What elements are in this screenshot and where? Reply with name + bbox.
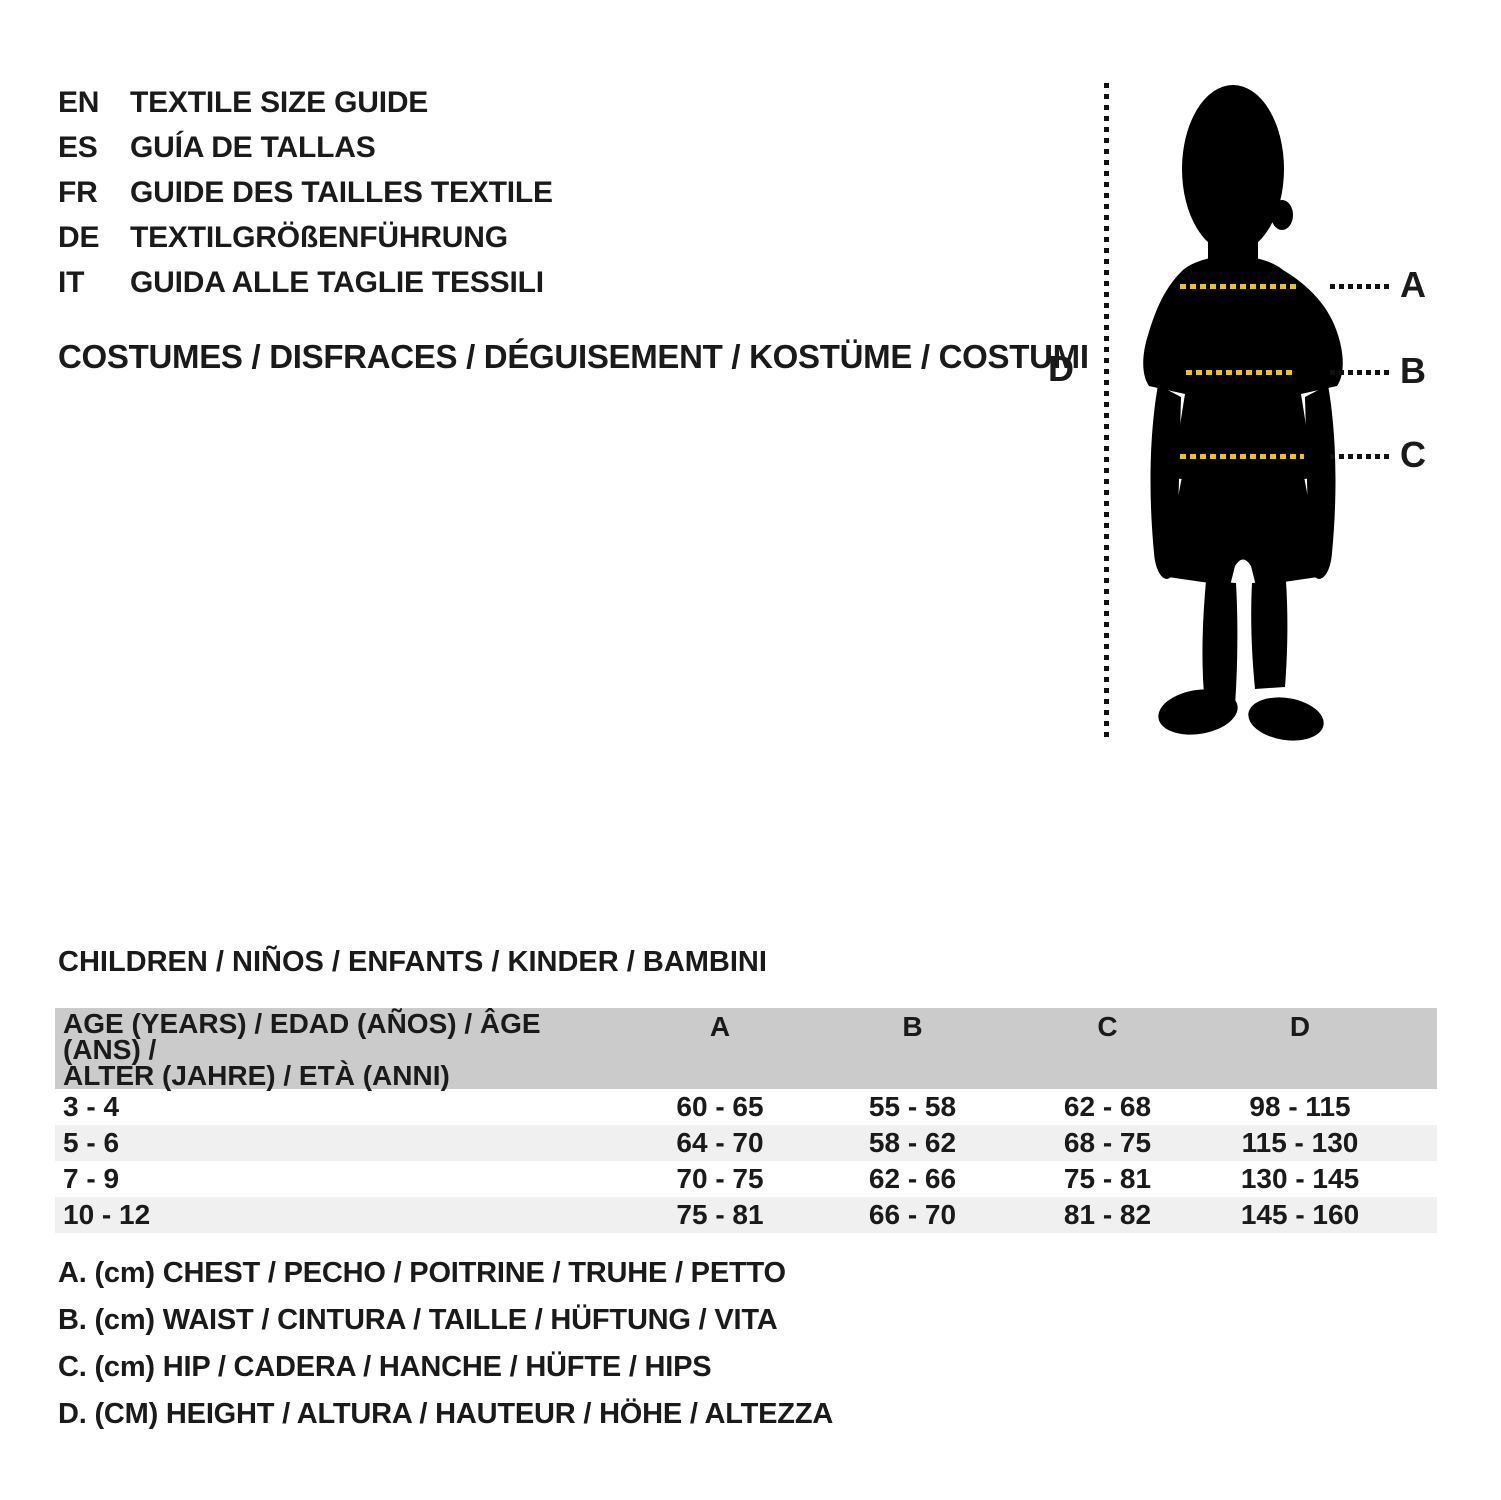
age-cell: 10 - 12 — [63, 1199, 151, 1230]
silhouette-left-shoe — [1158, 689, 1238, 735]
child-silhouette — [1143, 85, 1343, 741]
hip-cell: 75 - 81 — [1063, 1163, 1152, 1194]
row-spacer — [1395, 1197, 1437, 1233]
table-section-title: CHILDREN / NIÑOS / ENFANTS / KINDER / BA… — [58, 946, 767, 978]
chest-measure-line — [1180, 284, 1298, 289]
silhouette-right-leg — [1251, 581, 1288, 689]
language-row: FR GUIDE DES TAILLES TEXTILE — [58, 170, 553, 215]
table-row: 7 - 9 70 - 75 62 - 66 75 - 81 130 - 145 — [55, 1161, 1437, 1197]
children-size-table: AGE (YEARS) / EDAD (AÑOS) / ÂGE (ANS) / … — [55, 1008, 1437, 1233]
hip-cell: 68 - 75 — [1063, 1127, 1152, 1158]
language-code: IT — [58, 265, 85, 299]
language-code: DE — [58, 220, 100, 254]
height-cell: 98 - 115 — [1249, 1091, 1351, 1122]
silhouette-ear — [1271, 200, 1293, 230]
language-row: DE TEXTILGRÖßENFÜHRUNG — [58, 215, 553, 260]
age-cell: 7 - 9 — [63, 1163, 120, 1194]
language-row: IT GUIDA ALLE TAGLIE TESSILI — [58, 260, 553, 305]
height-dotted-line — [1104, 83, 1109, 743]
height-cell: 130 - 145 — [1240, 1163, 1360, 1194]
waist-cell: 66 - 70 — [868, 1199, 957, 1230]
silhouette-right-shoe — [1248, 697, 1324, 741]
height-cell: 115 - 130 — [1241, 1127, 1359, 1158]
row-spacer — [1395, 1089, 1437, 1125]
column-header-a: A — [709, 1011, 731, 1042]
measure-label-d: D — [1048, 348, 1074, 389]
legend-item-height: D. (CM) HEIGHT / ALTURA / HAUTEUR / HÖHE… — [58, 1398, 834, 1430]
language-code: EN — [58, 85, 100, 119]
waist-cell: 58 - 62 — [868, 1127, 957, 1158]
silhouette-head — [1182, 85, 1284, 253]
hip-callout-line — [1330, 454, 1392, 459]
language-code: FR — [58, 175, 98, 209]
language-label: TEXTILE SIZE GUIDE — [130, 85, 429, 119]
category-title: COSTUMES / DISFRACES / DÉGUISEMENT / KOS… — [58, 338, 1089, 375]
measurement-legend: A. (cm) CHEST / PECHO / POITRINE / TRUHE… — [58, 1250, 833, 1438]
height-cell: 145 - 160 — [1240, 1199, 1360, 1230]
chest-cell: 60 - 65 — [676, 1091, 764, 1122]
table-row: 5 - 6 64 - 70 58 - 62 68 - 75 115 - 130 — [55, 1125, 1437, 1161]
chest-cell: 75 - 81 — [676, 1199, 764, 1230]
age-header-line2: ALTER (JAHRE) / ETÀ (ANNI) — [63, 1060, 450, 1091]
language-title-list: EN TEXTILE SIZE GUIDE ES GUÍA DE TALLAS … — [58, 80, 553, 305]
row-spacer — [1395, 1125, 1437, 1161]
table-header-row: AGE (YEARS) / EDAD (AÑOS) / ÂGE (ANS) / … — [55, 1008, 1437, 1091]
hip-cell: 81 - 82 — [1063, 1199, 1152, 1230]
waist-measure-line — [1186, 370, 1292, 375]
silhouette-shirt — [1143, 255, 1343, 479]
language-code: ES — [58, 130, 98, 164]
language-label: GUÍA DE TALLAS — [130, 130, 376, 164]
column-header-c: C — [1097, 1011, 1118, 1042]
table-row: 3 - 4 60 - 65 55 - 58 62 - 68 98 - 115 — [55, 1089, 1437, 1125]
silhouette-shorts — [1168, 477, 1318, 586]
language-label: GUIDA ALLE TAGLIE TESSILI — [130, 265, 544, 299]
age-header-line1: AGE (YEARS) / EDAD (AÑOS) / ÂGE (ANS) / — [63, 1008, 541, 1065]
language-label: GUIDE DES TAILLES TEXTILE — [130, 175, 553, 209]
language-row: EN TEXTILE SIZE GUIDE — [58, 80, 553, 125]
header-spacer — [1395, 1008, 1437, 1011]
chest-cell: 70 - 75 — [676, 1163, 764, 1194]
age-cell: 3 - 4 — [63, 1091, 120, 1122]
column-header-d: D — [1289, 1011, 1311, 1042]
chest-callout-line — [1330, 284, 1392, 289]
waist-cell: 62 - 66 — [868, 1163, 957, 1194]
waist-callout-line — [1330, 370, 1392, 375]
measure-label-c: C — [1400, 434, 1426, 475]
row-spacer — [1395, 1161, 1437, 1197]
language-row: ES GUÍA DE TALLAS — [58, 125, 553, 170]
column-header-b: B — [902, 1011, 923, 1042]
hip-measure-line — [1180, 454, 1304, 459]
waist-cell: 55 - 58 — [868, 1091, 957, 1122]
chest-cell: 64 - 70 — [676, 1127, 764, 1158]
legend-item-waist: B. (cm) WAIST / CINTURA / TAILLE / HÜFTU… — [58, 1304, 778, 1336]
legend-item-chest: A. (cm) CHEST / PECHO / POITRINE / TRUHE… — [58, 1257, 786, 1289]
hip-cell: 62 - 68 — [1063, 1091, 1152, 1122]
table-row: 10 - 12 75 - 81 66 - 70 81 - 82 145 - 16… — [55, 1197, 1437, 1233]
measure-label-a: A — [1400, 264, 1426, 305]
measure-label-b: B — [1400, 350, 1426, 391]
silhouette-left-leg — [1202, 581, 1238, 705]
legend-item-hip: C. (cm) HIP / CADERA / HANCHE / HÜFTE / … — [58, 1351, 712, 1383]
language-label: TEXTILGRÖßENFÜHRUNG — [130, 220, 508, 254]
age-cell: 5 - 6 — [63, 1127, 120, 1158]
age-column-header: AGE (YEARS) / EDAD (AÑOS) / ÂGE (ANS) / … — [55, 1008, 625, 1091]
